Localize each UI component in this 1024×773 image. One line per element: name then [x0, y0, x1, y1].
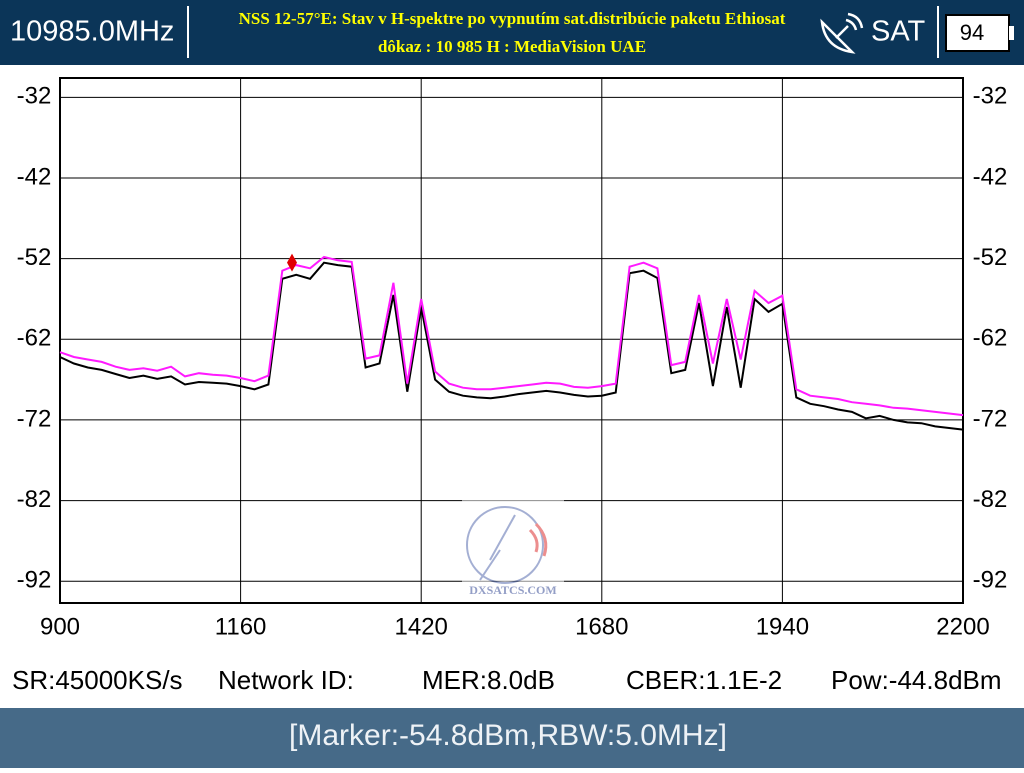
y-tick-label: -52	[17, 244, 52, 271]
x-tick-label: 1940	[756, 613, 809, 640]
y-tick-label: -92	[973, 567, 1008, 594]
y-tick-label: -52	[973, 244, 1008, 271]
header-bar	[0, 0, 1024, 65]
y-tick-label: -62	[973, 325, 1008, 352]
watermark: DXSATCS.COM	[462, 498, 564, 602]
battery-tip	[1009, 26, 1014, 40]
title-line: dôkaz : 10 985 H : MediaVision UAE	[378, 37, 646, 56]
satellite-icon	[820, 12, 864, 54]
y-tick-label: -42	[17, 163, 52, 190]
mode: SAT	[871, 16, 926, 48]
battery-level: 94	[960, 20, 984, 45]
y-tick-label: -82	[17, 486, 52, 513]
y-tick-label: -42	[973, 163, 1008, 190]
x-tick-label: 900	[40, 613, 80, 640]
status-item: CBER:1.1E-2	[626, 665, 782, 695]
x-tick-label: 1420	[395, 613, 448, 640]
footer-text: [Marker:-54.8dBm,RBW:5.0MHz]	[289, 719, 727, 752]
y-tick-label: -82	[973, 486, 1008, 513]
y-tick-label: -32	[973, 83, 1008, 110]
plot-frame	[59, 77, 964, 604]
status-row: SR:45000KS/s Network ID: MER:8.0dB CBER:1.1…	[12, 665, 1002, 695]
status-item: Network ID:	[218, 665, 354, 695]
x-tick-label: 1160	[215, 613, 267, 640]
status-item: SR:45000KS/s	[12, 665, 183, 695]
footer-bar	[0, 708, 1024, 768]
title-line: NSS 12-57°E: Stav v H-spektre po vypnutí…	[239, 9, 786, 28]
marker	[287, 253, 298, 272]
y-tick-label: -72	[17, 405, 52, 432]
trace	[59, 255, 964, 417]
y-tick-label: -32	[17, 83, 52, 110]
trace	[59, 261, 964, 431]
y-tick-label: -72	[973, 405, 1008, 432]
frequency: 10985.0MHz	[10, 16, 174, 48]
y-tick-label: -62	[17, 325, 52, 352]
watermark-text: DXSATCS.COM	[469, 583, 556, 597]
x-tick-label: 2200	[936, 613, 989, 640]
x-tick-label: 1680	[575, 613, 628, 640]
plot: -32 -32 -42 -42 -52 -52 -62 -62 -72 -72 -82 -82 -92 -…	[17, 77, 1008, 640]
status-item: MER:8.0dB	[422, 665, 555, 695]
y-tick-label: -92	[17, 567, 52, 594]
status-item: Pow:-44.8dBm	[831, 665, 1002, 695]
